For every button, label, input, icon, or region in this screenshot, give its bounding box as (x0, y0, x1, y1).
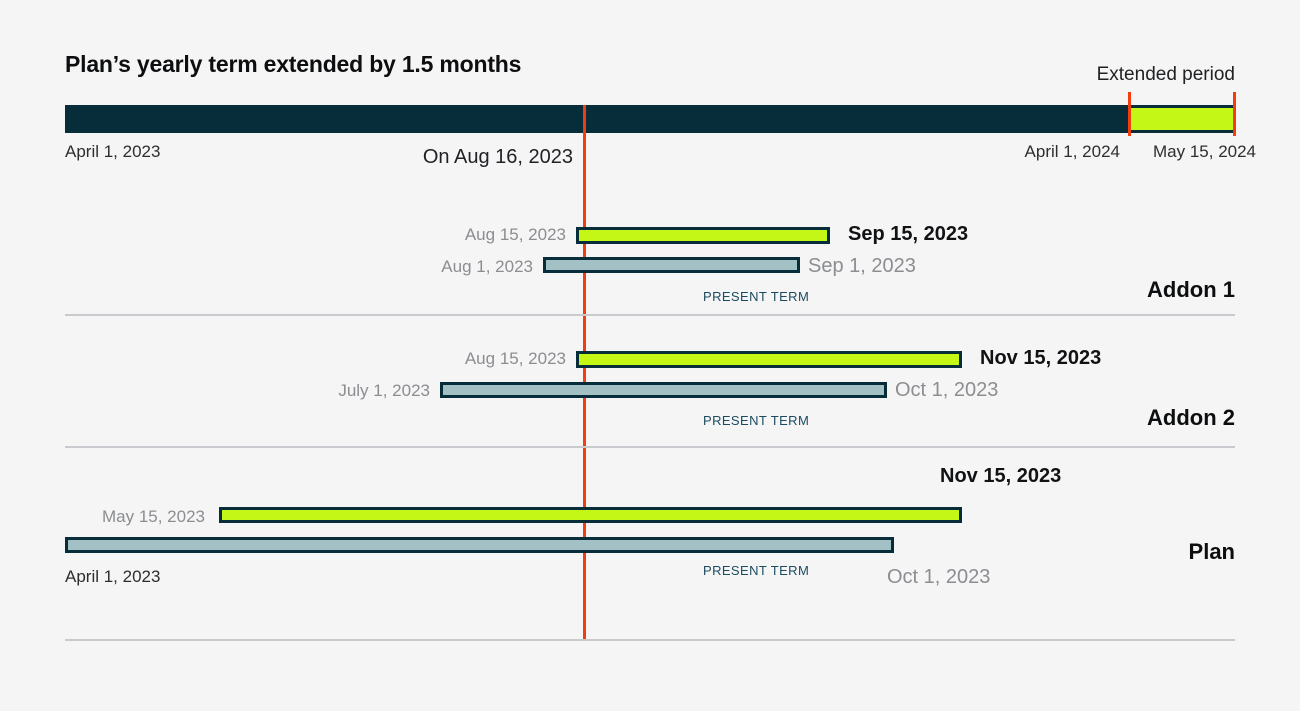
yearly-term-bar (65, 105, 1129, 133)
plan-new-start-date: May 15, 2023 (101, 507, 205, 526)
addon2-present-end-date: Oct 1, 2023 (895, 379, 999, 401)
addon2-present-term-label: PRESENT TERM (703, 413, 810, 428)
divider-addon1 (65, 314, 1235, 316)
addon1-present-term-bar (543, 257, 800, 273)
term-end-date: April 1, 2024 (1024, 142, 1120, 161)
term-start-date: April 1, 2023 (65, 142, 161, 161)
plan-present-end-date: Oct 1, 2023 (887, 566, 991, 588)
addon1-new-end-date: Sep 15, 2023 (848, 223, 969, 245)
addon1-present-term-label: PRESENT TERM (703, 289, 810, 304)
bottom-margin (0, 711, 1300, 720)
event-date-label: On Aug 16, 2023 (422, 146, 573, 168)
plan-present-start-date: April 1, 2023 (65, 567, 161, 586)
extended-period-label: Extended period (1096, 64, 1235, 85)
plan-new-term-bar (219, 507, 962, 523)
addon2-present-start-date: July 1, 2023 (338, 381, 430, 400)
addon2-new-start-date: Aug 15, 2023 (464, 349, 566, 368)
addon1-section-name: Addon 1 (1147, 277, 1235, 302)
extension-end-tick (1233, 92, 1236, 136)
extended-end-date: May 15, 2024 (1153, 142, 1257, 161)
addon2-new-end-date: Nov 15, 2023 (980, 347, 1102, 369)
addon1-present-start-date: Aug 1, 2023 (441, 257, 533, 276)
divider-addon2 (65, 446, 1235, 448)
addon1-present-end-date: Sep 1, 2023 (808, 255, 916, 277)
addon2-section-name: Addon 2 (1147, 405, 1235, 430)
plan-present-term-label: PRESENT TERM (703, 563, 810, 578)
page-title: Plan’s yearly term extended by 1.5 month… (65, 51, 522, 77)
divider-bottom (65, 639, 1235, 641)
addon1-new-term-bar (576, 227, 830, 244)
addon1-new-start-date: Aug 15, 2023 (464, 225, 566, 244)
plan-present-term-bar (65, 537, 894, 553)
extension-start-tick (1128, 92, 1131, 136)
addon2-new-term-bar (576, 351, 962, 368)
plan-new-end-date: Nov 15, 2023 (940, 465, 1062, 487)
event-date-line (583, 105, 586, 640)
extended-period-bar (1129, 105, 1235, 133)
addon2-present-term-bar (440, 382, 887, 398)
plan-section-name: Plan (1188, 539, 1235, 564)
